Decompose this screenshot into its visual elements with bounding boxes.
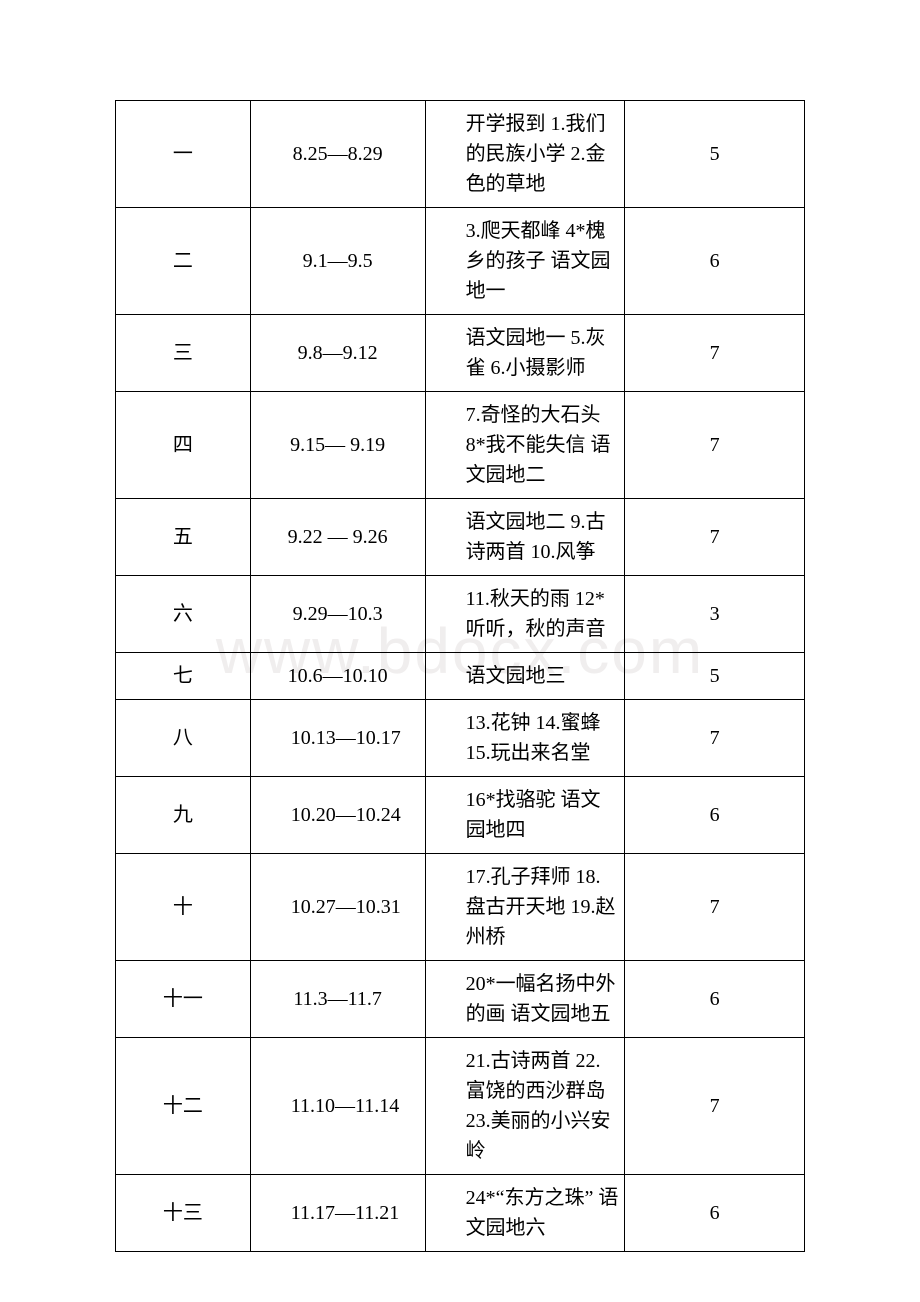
date-cell: 9.29—10.3 (250, 576, 425, 653)
week-cell: 十 (116, 854, 251, 961)
table-row: 十三11.17—11.2124*“东方之珠” 语文园地六6 (116, 1175, 805, 1252)
count-cell: 6 (625, 208, 805, 315)
count-cell: 7 (625, 392, 805, 499)
week-cell: 三 (116, 315, 251, 392)
date-cell: 9.8—9.12 (250, 315, 425, 392)
content-cell: 语文园地一 5.灰雀 6.小摄影师 (425, 315, 625, 392)
count-cell: 7 (625, 315, 805, 392)
date-cell: 11.3—11.7 (250, 961, 425, 1038)
week-cell: 九 (116, 777, 251, 854)
content-cell: 21.古诗两首 22.富饶的西沙群岛 23.美丽的小兴安岭 (425, 1038, 625, 1175)
count-cell: 5 (625, 653, 805, 700)
week-cell: 四 (116, 392, 251, 499)
content-cell: 开学报到 1.我们的民族小学 2.金色的草地 (425, 101, 625, 208)
table-row: 八10.13—10.1713.花钟 14.蜜蜂 15.玩出来名堂7 (116, 700, 805, 777)
date-cell: 10.20—10.24 (250, 777, 425, 854)
table-row: 十一11.3—11.720*一幅名扬中外的画 语文园地五6 (116, 961, 805, 1038)
count-cell: 5 (625, 101, 805, 208)
table-body: 一8.25—8.29开学报到 1.我们的民族小学 2.金色的草地5二9.1—9.… (116, 101, 805, 1252)
week-cell: 十二 (116, 1038, 251, 1175)
week-cell: 六 (116, 576, 251, 653)
table-row: 四9.15— 9.197.奇怪的大石头 8*我不能失信 语文园地二7 (116, 392, 805, 499)
table-row: 九10.20—10.2416*找骆驼 语文园地四6 (116, 777, 805, 854)
count-cell: 7 (625, 854, 805, 961)
count-cell: 6 (625, 1175, 805, 1252)
count-cell: 6 (625, 777, 805, 854)
date-cell: 9.15— 9.19 (250, 392, 425, 499)
content-cell: 语文园地三 (425, 653, 625, 700)
count-cell: 7 (625, 1038, 805, 1175)
week-cell: 八 (116, 700, 251, 777)
content-cell: 7.奇怪的大石头 8*我不能失信 语文园地二 (425, 392, 625, 499)
week-cell: 一 (116, 101, 251, 208)
content-cell: 3.爬天都峰 4*槐乡的孩子 语文园地一 (425, 208, 625, 315)
count-cell: 7 (625, 499, 805, 576)
content-cell: 20*一幅名扬中外的画 语文园地五 (425, 961, 625, 1038)
content-cell: 语文园地二 9.古诗两首 10.风筝 (425, 499, 625, 576)
date-cell: 10.27—10.31 (250, 854, 425, 961)
table-row: 十二11.10—11.1421.古诗两首 22.富饶的西沙群岛 23.美丽的小兴… (116, 1038, 805, 1175)
week-cell: 十三 (116, 1175, 251, 1252)
table-row: 七10.6—10.10语文园地三5 (116, 653, 805, 700)
count-cell: 6 (625, 961, 805, 1038)
table-row: 一8.25—8.29开学报到 1.我们的民族小学 2.金色的草地5 (116, 101, 805, 208)
table-row: 六9.29—10.311.秋天的雨 12*听听，秋的声音3 (116, 576, 805, 653)
content-cell: 16*找骆驼 语文园地四 (425, 777, 625, 854)
week-cell: 七 (116, 653, 251, 700)
table-row: 三9.8—9.12语文园地一 5.灰雀 6.小摄影师7 (116, 315, 805, 392)
date-cell: 11.17—11.21 (250, 1175, 425, 1252)
table-row: 五9.22 — 9.26语文园地二 9.古诗两首 10.风筝7 (116, 499, 805, 576)
count-cell: 7 (625, 700, 805, 777)
week-cell: 二 (116, 208, 251, 315)
week-cell: 十一 (116, 961, 251, 1038)
table-row: 十10.27—10.3117.孔子拜师 18.盘古开天地 19.赵州桥7 (116, 854, 805, 961)
content-cell: 24*“东方之珠” 语文园地六 (425, 1175, 625, 1252)
date-cell: 9.22 — 9.26 (250, 499, 425, 576)
date-cell: 10.6—10.10 (250, 653, 425, 700)
date-cell: 8.25—8.29 (250, 101, 425, 208)
date-cell: 11.10—11.14 (250, 1038, 425, 1175)
date-cell: 9.1—9.5 (250, 208, 425, 315)
content-cell: 13.花钟 14.蜜蜂 15.玩出来名堂 (425, 700, 625, 777)
week-cell: 五 (116, 499, 251, 576)
date-cell: 10.13—10.17 (250, 700, 425, 777)
count-cell: 3 (625, 576, 805, 653)
content-cell: 17.孔子拜师 18.盘古开天地 19.赵州桥 (425, 854, 625, 961)
schedule-table: 一8.25—8.29开学报到 1.我们的民族小学 2.金色的草地5二9.1—9.… (115, 100, 805, 1252)
content-cell: 11.秋天的雨 12*听听，秋的声音 (425, 576, 625, 653)
table-row: 二9.1—9.53.爬天都峰 4*槐乡的孩子 语文园地一6 (116, 208, 805, 315)
